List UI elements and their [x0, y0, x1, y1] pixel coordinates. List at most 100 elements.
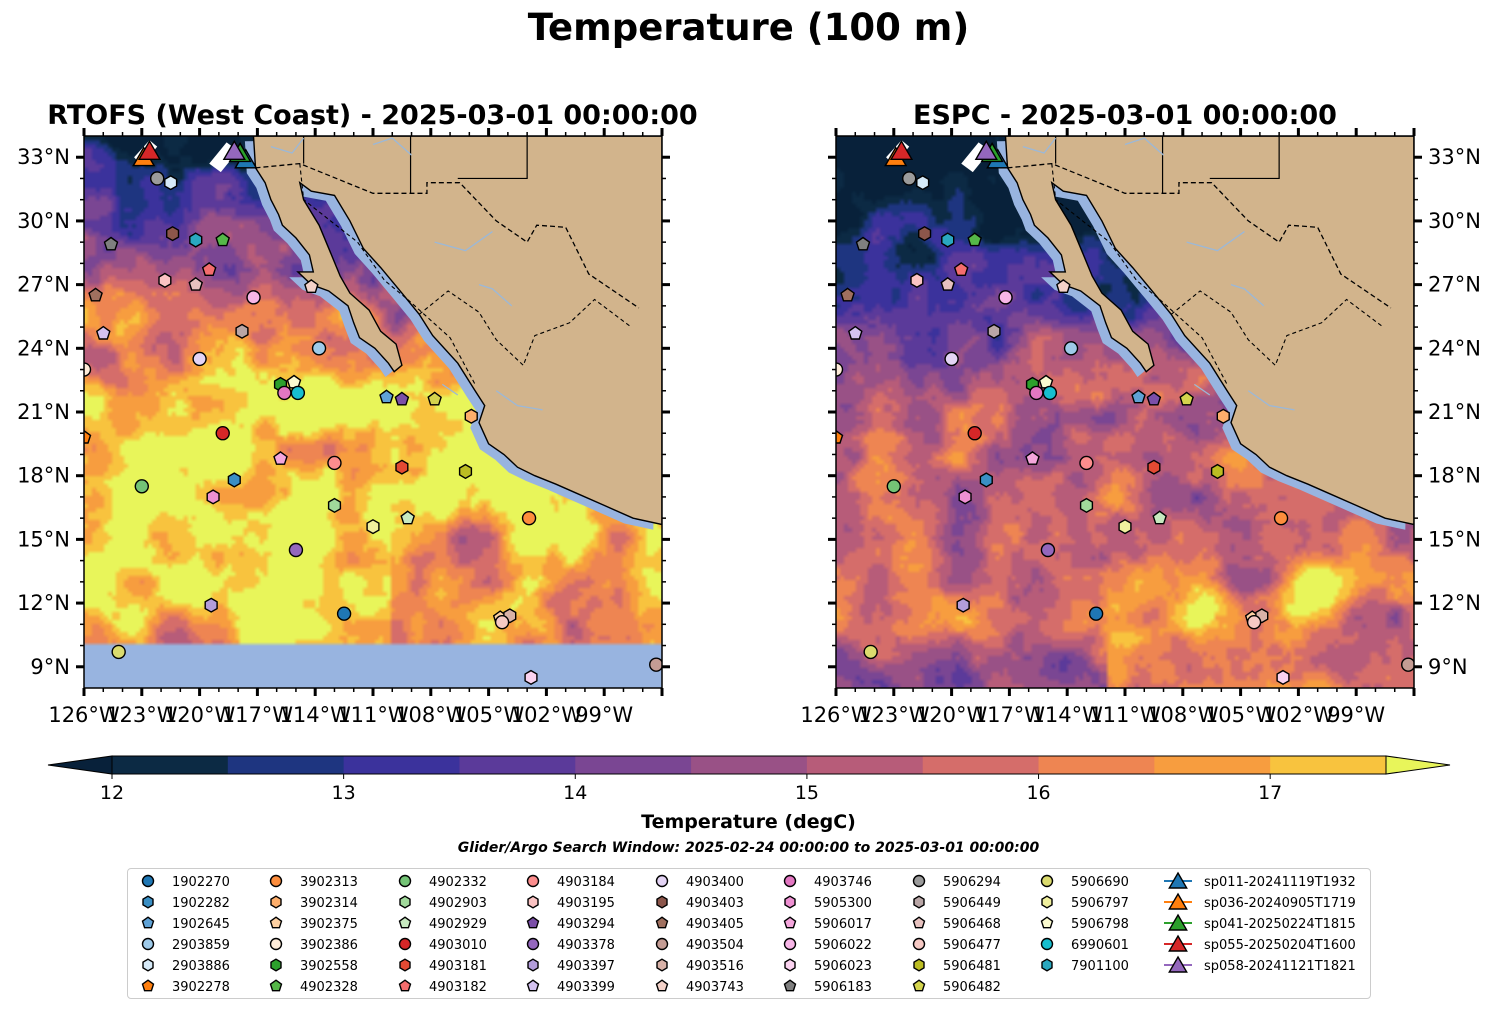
- legend-label: 5906022: [814, 938, 872, 953]
- glider-sp058-20241121T1821: [222, 139, 246, 160]
- float-2903859: [311, 341, 327, 356]
- float-5906690: [863, 644, 878, 660]
- float-4903403: [165, 225, 180, 242]
- float-4903403: [917, 225, 932, 242]
- float-5906022: [246, 290, 261, 305]
- colorbar-under-extension: [47, 755, 113, 775]
- legend-glider-sp011-20241119T1932: [1168, 871, 1188, 889]
- float-4903182: [201, 262, 217, 277]
- float-4903743: [304, 279, 319, 294]
- legend: 1902270 1902282 1902645 2903859 2903886 39022…: [127, 868, 1371, 999]
- legend-label: 6990601: [1071, 938, 1129, 953]
- float-5906797: [1118, 518, 1132, 535]
- legend-marker-4903504: [655, 937, 669, 951]
- y-tick-label: 12°N: [17, 591, 70, 615]
- legend-label: sp011-20241119T1932: [1204, 875, 1356, 890]
- float-5906023: [1276, 669, 1290, 686]
- map-content: [836, 136, 1414, 688]
- legend-label: 1902270: [172, 875, 230, 890]
- legend-marker-4903010: [398, 937, 412, 951]
- legend-label: 5906449: [943, 896, 1001, 911]
- legend-marker-2903886: [142, 958, 154, 972]
- x-tick-label: 111°W: [1089, 703, 1161, 727]
- y-tick-label: 18°N: [1428, 464, 1481, 488]
- float-5906477: [494, 614, 510, 630]
- legend-marker-3902375: [269, 916, 283, 929]
- legend-label: 5906477: [943, 938, 1001, 953]
- legend-label: 5906294: [943, 875, 1001, 890]
- river: [1163, 313, 1176, 324]
- colorbar-tick-label: 12: [100, 782, 124, 804]
- y-tick-label: 33°N: [17, 145, 70, 169]
- river: [441, 383, 459, 396]
- colorbar-tick-label: 13: [332, 782, 356, 804]
- legend-glider-sp041-20250224T1815: [1168, 913, 1188, 931]
- river: [434, 231, 493, 252]
- left-map-title: RTOFS (West Coast) - 2025-03-01 00:00:00: [47, 100, 698, 131]
- colorbar-tick-label: 17: [1258, 782, 1282, 804]
- float-3902314: [464, 408, 478, 424]
- float-4903182: [953, 262, 969, 277]
- river: [372, 137, 412, 156]
- float-4903400: [944, 351, 959, 367]
- river: [1247, 390, 1295, 411]
- x-tick-label: 102°W: [1263, 703, 1335, 727]
- float-4902332: [134, 479, 149, 494]
- river: [1186, 231, 1245, 252]
- float-4903195: [910, 272, 924, 289]
- legend-marker-4902903: [399, 895, 411, 909]
- x-tick-label: 123°W: [106, 703, 178, 727]
- legend-marker-4902332: [398, 874, 412, 888]
- legend-marker-5906798: [1040, 916, 1054, 929]
- float-4902903: [327, 497, 342, 514]
- legend-label: 5906468: [943, 917, 1001, 932]
- legend-marker-1902645: [141, 916, 155, 929]
- colorbar-over-extension: [1385, 755, 1451, 775]
- legend-label: sp055-20250204T1600: [1204, 938, 1356, 953]
- float-7901100: [941, 232, 955, 248]
- colorbar-tick-label: 15: [795, 782, 819, 804]
- legend-marker-6990601: [1040, 937, 1054, 951]
- legend-label: 3902278: [172, 980, 230, 995]
- glider-sp058-20241121T1821: [974, 139, 998, 160]
- legend-label: 4903181: [429, 959, 487, 974]
- legend-label: 4902328: [300, 980, 358, 995]
- float-4903746: [277, 385, 292, 401]
- float-5906017: [1025, 451, 1040, 465]
- float-4902328: [967, 232, 983, 247]
- river: [1193, 383, 1211, 396]
- legend-glider-sp055-20250204T1600: [1168, 934, 1188, 952]
- us-state-line: [457, 136, 528, 180]
- legend-marker-4903405: [655, 916, 669, 929]
- y-tick-label: 30°N: [17, 209, 70, 233]
- float-4903743: [1056, 279, 1071, 294]
- float-5905300: [958, 489, 972, 505]
- right-map-title: ESPC - 2025-03-01 00:00:00: [913, 100, 1337, 131]
- river: [1124, 137, 1164, 156]
- float-4903378: [1040, 542, 1056, 558]
- float-markers: [84, 139, 662, 686]
- legend-marker-4903182: [398, 979, 412, 992]
- legend-label: sp041-20250224T1815: [1204, 917, 1356, 932]
- land: [252, 136, 662, 526]
- y-tick-label: 30°N: [1428, 209, 1481, 233]
- float-4903397: [956, 597, 970, 613]
- legend-label: 5906017: [814, 917, 872, 932]
- legend-marker-3902314: [270, 895, 282, 909]
- legend-label: 4903403: [686, 896, 744, 911]
- legend-glider-sp058-20241121T1821: [1168, 955, 1188, 973]
- y-tick-label: 24°N: [17, 336, 70, 360]
- map-content: [84, 136, 662, 688]
- legend-marker-4903743: [655, 979, 669, 992]
- search-window-caption: Glider/Argo Search Window: 2025-02-24 00…: [457, 840, 1040, 856]
- float-2903886: [164, 175, 178, 191]
- y-tick-label: 15°N: [17, 527, 70, 551]
- state-border: [1170, 290, 1384, 367]
- legend-marker-1902270: [141, 874, 155, 888]
- x-tick-label: 117°W: [974, 703, 1046, 727]
- float-1902282: [227, 472, 241, 488]
- legend-marker-4902929: [398, 916, 412, 929]
- float-markers: [836, 139, 1414, 686]
- y-tick-label: 9°N: [1428, 655, 1468, 679]
- legend-label: 4903195: [557, 896, 615, 911]
